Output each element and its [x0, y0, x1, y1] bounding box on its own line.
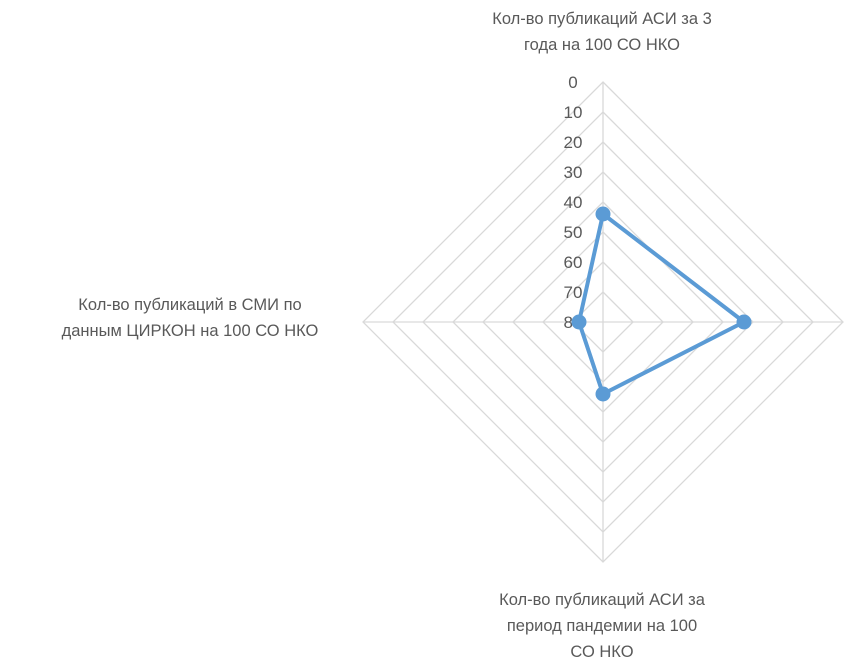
tick-label-20: 20 — [564, 133, 583, 152]
axis-label-left-line-1: Кол-во публикаций в СМИ по — [78, 296, 302, 314]
axis-label-top-line-2: года на 100 СО НКО — [524, 36, 680, 54]
series-layer — [571, 206, 752, 402]
tick-label-30: 30 — [564, 163, 583, 182]
radar-grid — [362, 81, 844, 563]
radial-tick-labels: 01020304050607080 — [564, 73, 583, 332]
axis-label-bottom-line-1: Кол-во публикаций АСИ за — [499, 591, 705, 609]
axis-label-left: Кол-во публикаций в СМИ по данным ЦИРКОН… — [0, 292, 380, 344]
data-point-0-3 — [571, 314, 587, 330]
axis-label-top: Кол-во публикаций АСИ за 3 года на 100 С… — [432, 6, 772, 58]
axis-label-top-line-1: Кол-во публикаций АСИ за 3 — [492, 10, 712, 28]
axis-label-bottom-line-2: период пандемии на 100 — [506, 617, 698, 635]
axis-label-bottom: Кол-во публикаций АСИ за период пандемии… — [432, 587, 772, 665]
data-point-0-1 — [736, 314, 752, 330]
data-point-0-0 — [595, 206, 611, 222]
tick-label-70: 70 — [564, 283, 583, 302]
tick-label-10: 10 — [564, 103, 583, 122]
series-line-0 — [577, 212, 746, 396]
data-point-0-2 — [595, 386, 611, 402]
tick-label-60: 60 — [564, 253, 583, 272]
axis-label-bottom-line-3: СО НКО — [570, 643, 634, 661]
tick-label-0: 0 — [568, 73, 577, 92]
tick-label-50: 50 — [564, 223, 583, 242]
tick-label-40: 40 — [564, 193, 583, 212]
axis-label-left-line-2: данным ЦИРКОН на 100 СО НКО — [61, 322, 319, 340]
